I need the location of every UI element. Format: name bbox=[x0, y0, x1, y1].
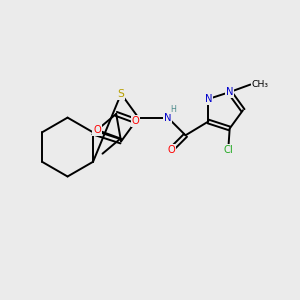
Text: O: O bbox=[132, 116, 140, 126]
Text: CH₃: CH₃ bbox=[252, 80, 269, 89]
Text: O: O bbox=[167, 145, 175, 155]
Text: S: S bbox=[118, 89, 124, 99]
Text: N: N bbox=[205, 94, 212, 104]
Text: Cl: Cl bbox=[224, 145, 233, 155]
Text: N: N bbox=[226, 87, 233, 97]
Text: N: N bbox=[164, 112, 172, 123]
Text: H: H bbox=[170, 105, 176, 114]
Text: O: O bbox=[93, 125, 101, 135]
